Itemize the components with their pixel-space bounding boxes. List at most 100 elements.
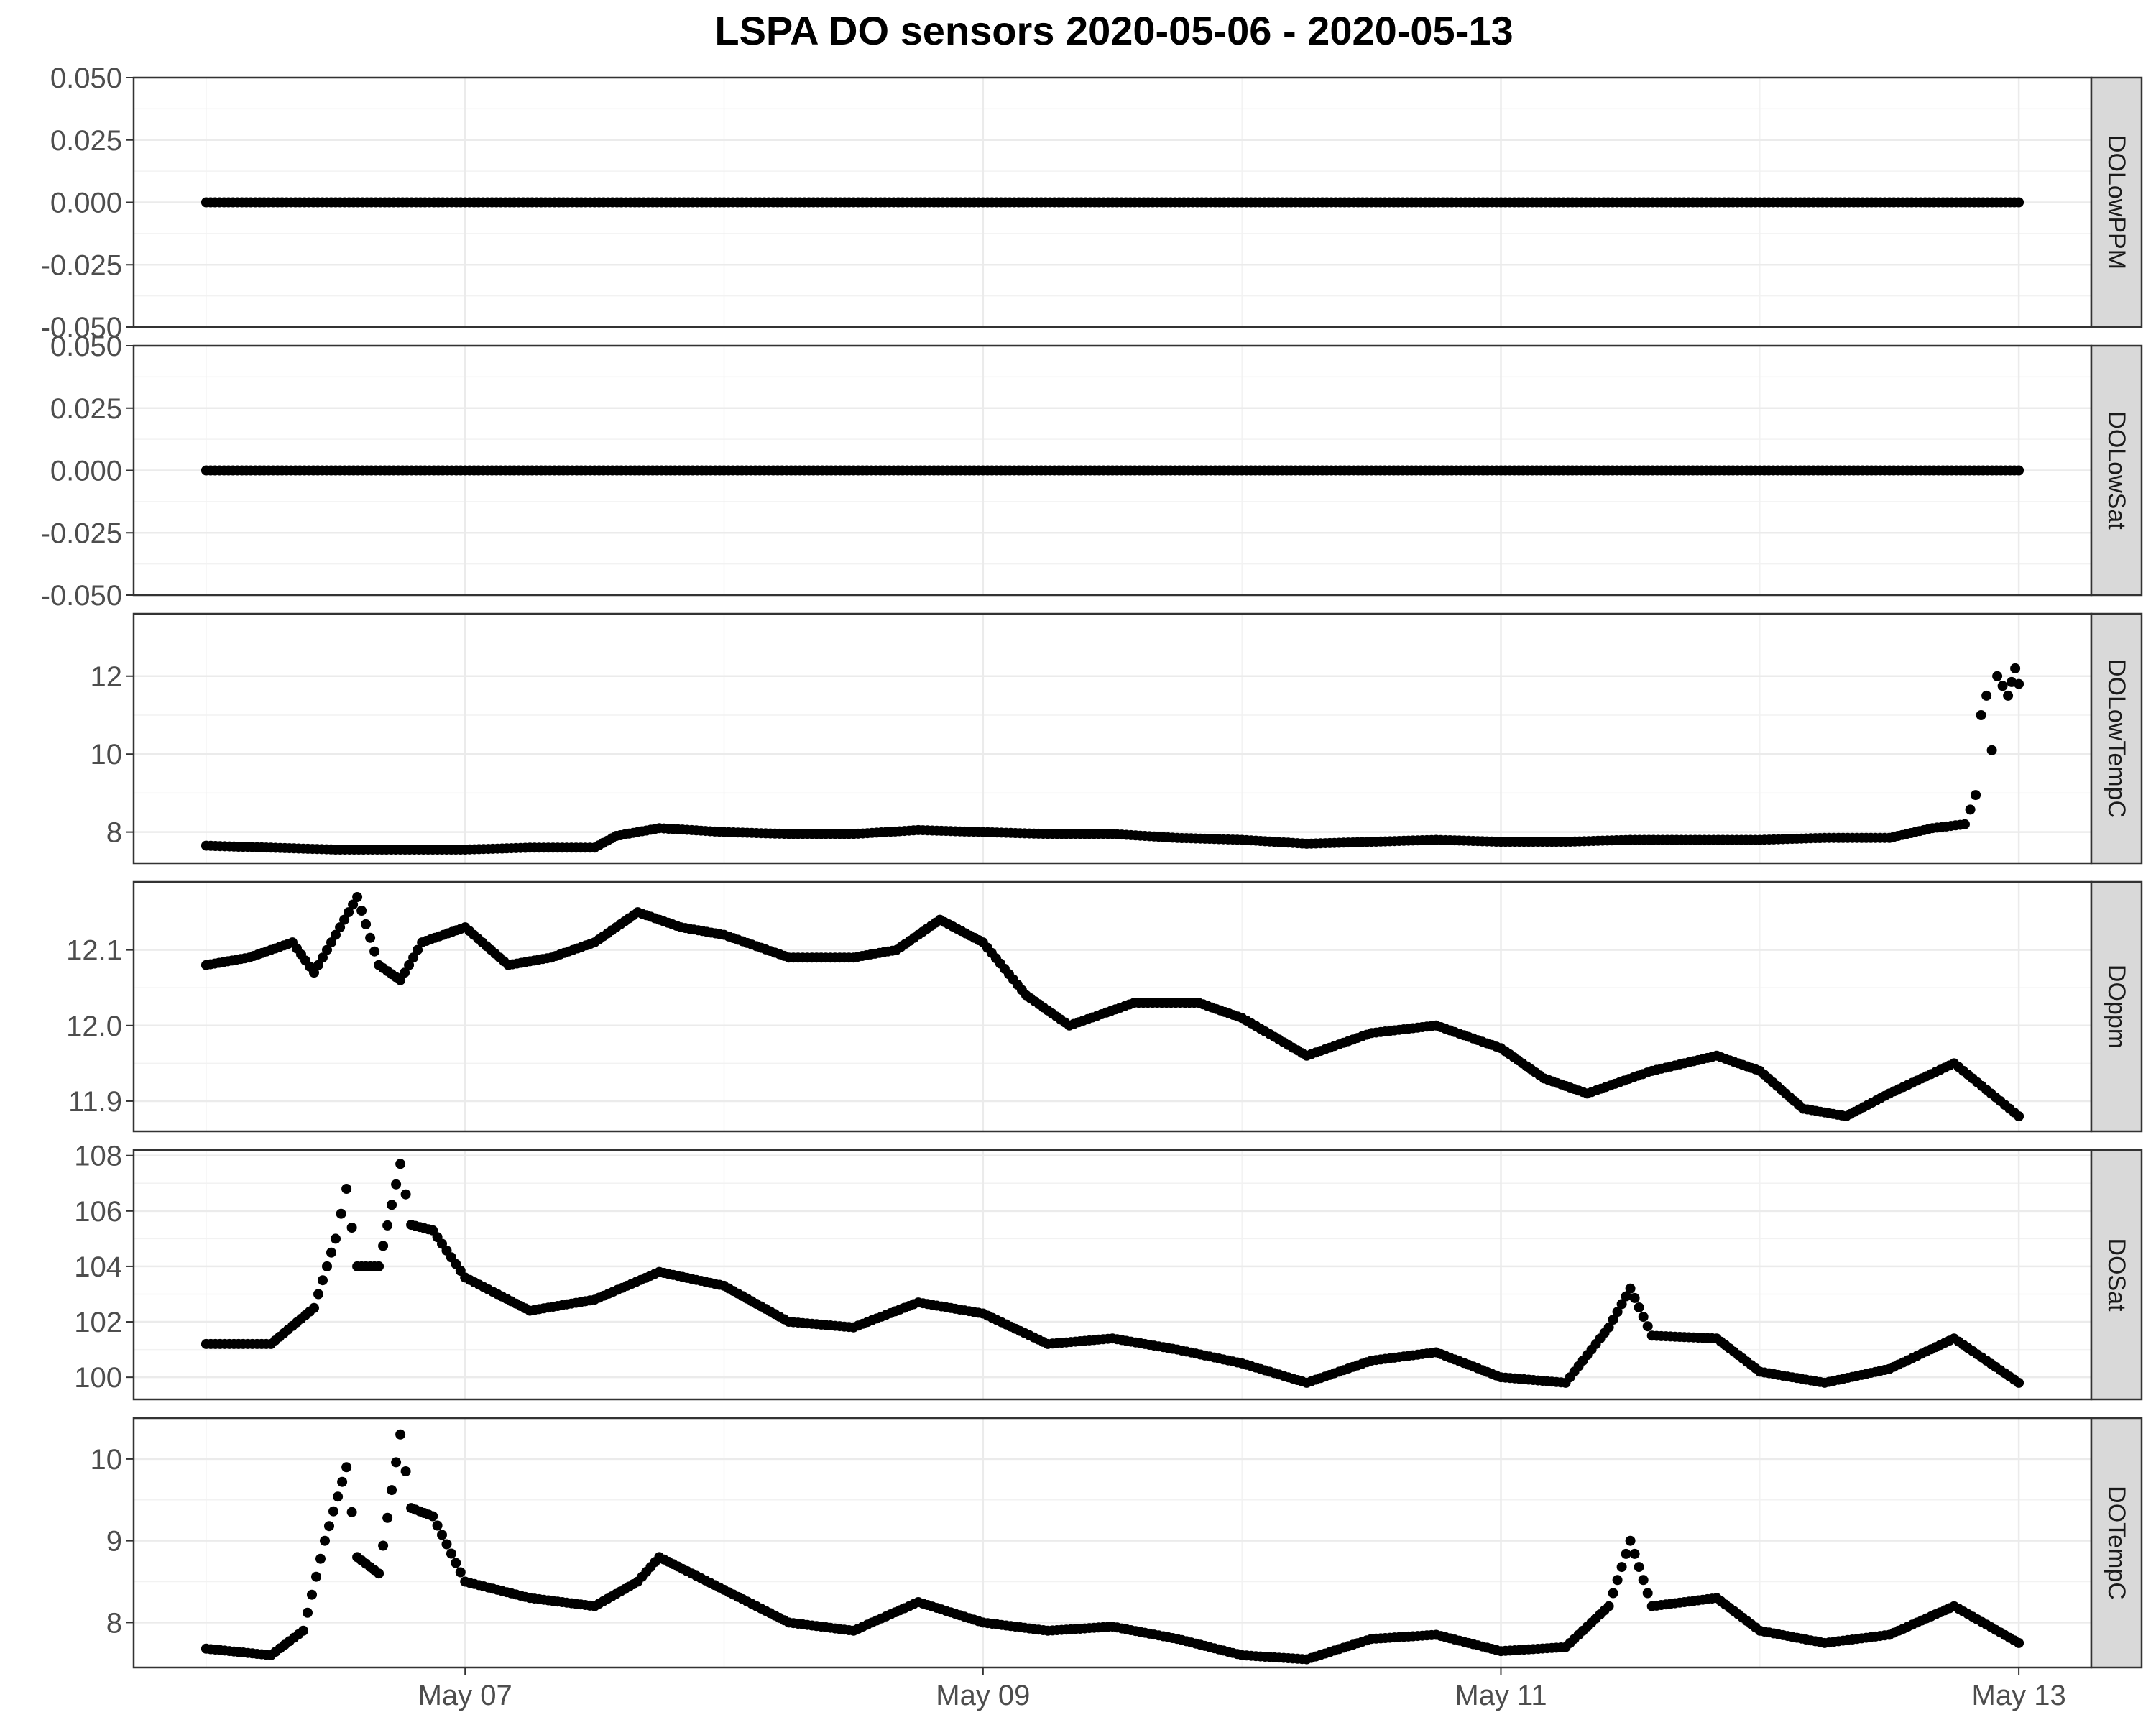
- data-point: [400, 1189, 411, 1200]
- x-tick-label: May 07: [418, 1680, 512, 1711]
- y-tick-label: 0.025: [50, 393, 122, 425]
- data-point: [1960, 819, 1970, 829]
- series-points: [201, 892, 2024, 1121]
- y-tick-label: 10: [91, 739, 123, 770]
- y-tick-label: -0.050: [41, 312, 122, 344]
- data-point: [1638, 1312, 1649, 1322]
- data-point: [432, 1520, 443, 1531]
- data-point: [382, 1220, 393, 1230]
- data-point: [1603, 1322, 1614, 1333]
- facet-strip: [2090, 1149, 2143, 1401]
- data-point: [352, 892, 363, 902]
- data-point: [337, 1476, 348, 1487]
- data-point: [335, 922, 346, 933]
- data-point: [1992, 671, 2003, 681]
- y-tick-label: 0.050: [50, 63, 122, 94]
- facet-strip: [2090, 880, 2143, 1133]
- facet-panels: -0.050-0.0250.0000.0250.050DOLowPPM-0.05…: [41, 63, 2143, 1669]
- series-points: [201, 197, 2024, 208]
- series-points: [201, 1159, 2024, 1388]
- facet-strip-label: DOLowTempC: [2103, 659, 2130, 818]
- chart-title: LSPA DO sensors 2020-05-06 - 2020-05-13: [714, 8, 1513, 53]
- data-point: [455, 1567, 466, 1578]
- facet-strip: [2090, 344, 2143, 597]
- data-point: [441, 1539, 452, 1550]
- x-tick-label: May 11: [1455, 1680, 1547, 1711]
- data-point: [391, 1179, 402, 1190]
- data-point: [1612, 1575, 1623, 1586]
- data-point: [395, 1429, 406, 1440]
- data-point: [2014, 465, 2024, 476]
- data-point: [1642, 1588, 1653, 1598]
- data-point: [374, 1568, 384, 1579]
- y-tick-label: 12: [91, 661, 123, 693]
- y-tick-label: 10: [91, 1444, 123, 1476]
- facet-DOSat: 100 102 104 106 108 DOSat: [74, 1141, 2143, 1401]
- facet-DOTempC: 8 9 10 DOTempC: [91, 1417, 2143, 1669]
- data-point: [2014, 1637, 2024, 1648]
- data-point: [428, 1511, 438, 1522]
- data-point: [1629, 1548, 1640, 1559]
- y-tick-label: 8: [106, 817, 122, 849]
- data-point: [331, 1233, 341, 1244]
- data-point: [378, 1241, 389, 1251]
- data-point: [374, 1261, 384, 1271]
- data-point: [336, 1208, 346, 1219]
- data-point: [395, 975, 406, 985]
- data-point: [1642, 1321, 1653, 1332]
- data-point: [378, 1540, 389, 1551]
- data-point: [346, 1506, 357, 1517]
- y-tick-label: -0.050: [41, 580, 122, 612]
- y-tick-label: 12.0: [66, 1011, 122, 1042]
- y-tick-label: 108: [74, 1141, 122, 1172]
- y-tick-label: -0.025: [41, 518, 122, 549]
- data-point: [1608, 1588, 1618, 1598]
- y-tick-label: 100: [74, 1362, 122, 1394]
- data-point: [1965, 804, 1976, 815]
- data-point: [333, 1491, 344, 1502]
- data-point: [1621, 1291, 1631, 1302]
- data-point: [1997, 681, 2008, 691]
- data-point: [341, 1184, 352, 1194]
- facet-DOLowSat: -0.050 -0.025 0.000 0.025 0.050 DOLowSat: [41, 331, 2143, 612]
- data-point: [1625, 1283, 1636, 1294]
- facet-strip-label: DOppm: [2103, 965, 2130, 1049]
- data-point: [395, 1159, 406, 1169]
- data-point: [2014, 678, 2024, 689]
- x-tick-label: May 09: [936, 1680, 1030, 1711]
- data-point: [344, 907, 354, 918]
- data-point: [1625, 1535, 1636, 1546]
- data-point: [2010, 663, 2021, 673]
- x-axis: May 07 May 09 May 11 May 13: [418, 1668, 2066, 1711]
- data-point: [320, 1535, 330, 1546]
- data-point: [307, 1589, 317, 1600]
- data-point: [1971, 790, 1981, 801]
- data-point: [339, 914, 350, 925]
- data-point: [1616, 1299, 1627, 1310]
- data-point: [437, 1530, 447, 1540]
- x-tick-label: May 13: [1972, 1680, 2066, 1711]
- data-point: [309, 1302, 319, 1313]
- panel-background: [134, 1150, 2091, 1399]
- y-tick-label: 0.025: [50, 125, 122, 157]
- data-point: [391, 1457, 402, 1468]
- y-tick-label: 0.000: [50, 188, 122, 219]
- data-point: [318, 952, 328, 963]
- data-point: [2014, 197, 2024, 208]
- data-point: [298, 1625, 308, 1636]
- facet-DOLowPPM: -0.050 -0.025 0.000 0.025 0.050 DOLowPPM: [41, 63, 2143, 344]
- data-point: [326, 937, 336, 948]
- data-point: [311, 1571, 321, 1582]
- facet-strip: [2090, 76, 2143, 328]
- facet-strip-label: DOLowSat: [2103, 411, 2130, 530]
- data-point: [313, 1289, 323, 1300]
- data-point: [1634, 1562, 1644, 1573]
- data-point: [404, 960, 415, 970]
- facet-strip: [2090, 1417, 2143, 1669]
- data-point: [1603, 1601, 1614, 1611]
- data-point: [309, 967, 319, 978]
- data-point: [1981, 690, 1992, 701]
- data-point: [451, 1558, 461, 1568]
- data-point: [361, 919, 372, 929]
